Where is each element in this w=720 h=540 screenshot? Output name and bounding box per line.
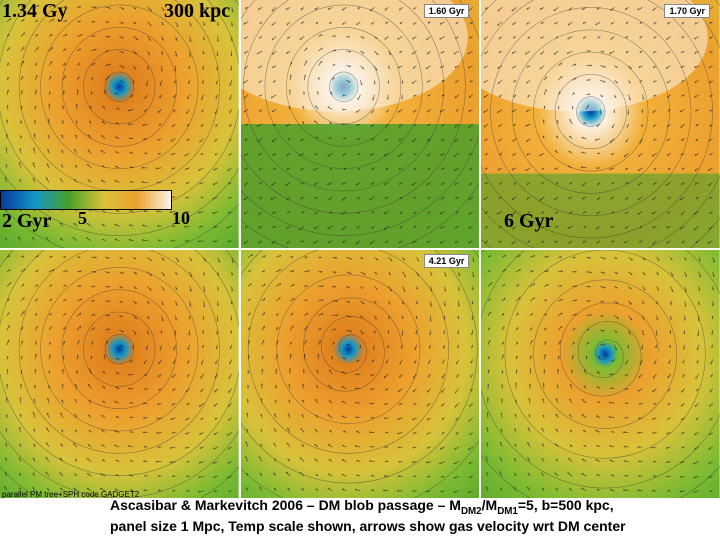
time-label-4: 4.21 Gyr <box>424 254 470 268</box>
sim-panel-3 <box>0 250 239 498</box>
time-label-2: 1.70 Gyr <box>664 4 710 18</box>
caption-line2: panel size 1 Mpc, Temp scale shown, arro… <box>110 518 626 534</box>
sim-panel-5 <box>481 250 720 498</box>
hand-label-3: 6 Gyr <box>504 210 553 233</box>
time-label-1: 1.60 Gyr <box>424 4 470 18</box>
hand-label-2: 2 Gyr <box>2 210 51 233</box>
colorbar <box>0 190 172 210</box>
sim-panel-1: 1.60 Gyr <box>241 0 480 248</box>
hand-label-1: 300 kpc <box>164 0 230 23</box>
colorbar-tick-low: 5 <box>78 208 87 229</box>
caption-line1: Ascasibar & Markevitch 2006 – DM blob pa… <box>110 497 614 513</box>
figure-caption: Ascasibar & Markevitch 2006 – DM blob pa… <box>110 497 716 534</box>
colorbar-tick-high: 10 <box>172 208 190 229</box>
sim-panel-4: 4.21 Gyr <box>241 250 480 498</box>
hand-label-0: 1.34 Gy <box>2 0 68 23</box>
